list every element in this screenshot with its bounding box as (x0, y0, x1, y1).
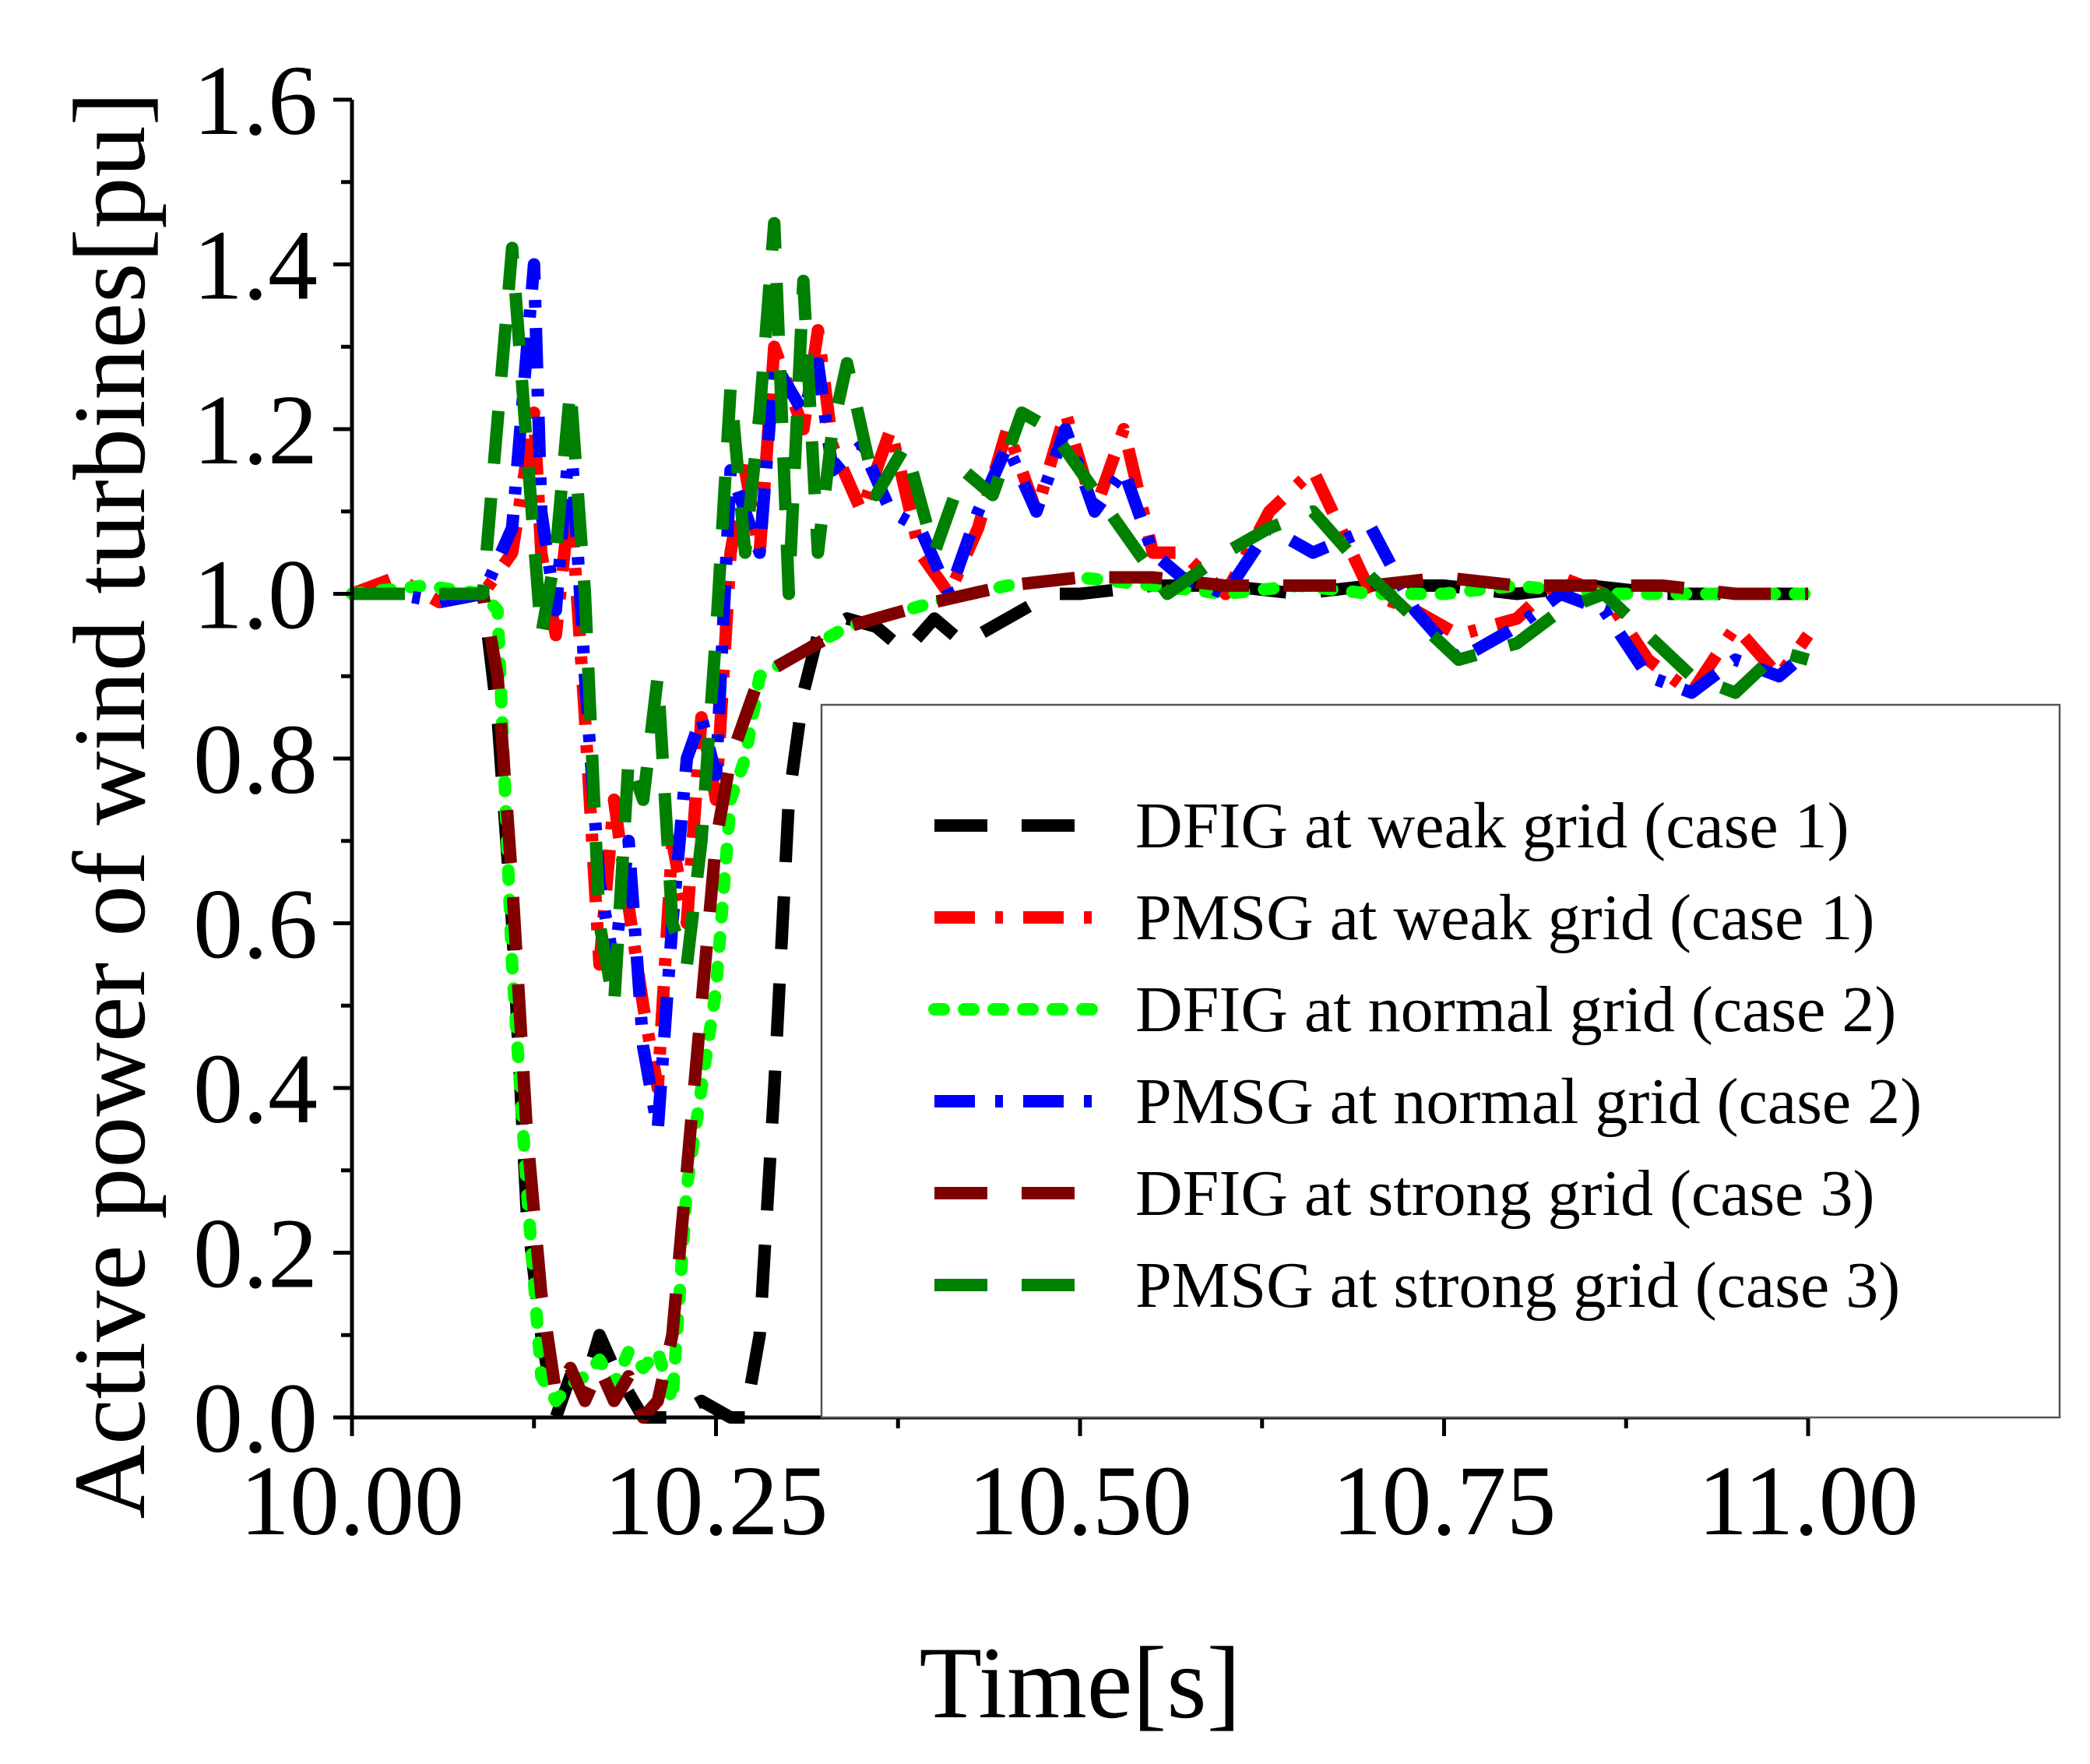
y-tick-label: 0.0 (193, 1363, 318, 1474)
legend-label-6: PMSG at strong grid (case 3) (1135, 1249, 1900, 1322)
y-tick-label: 1.6 (193, 45, 318, 156)
legend: DFIG at weak grid (case 1) PMSG at weak g… (820, 703, 2061, 1419)
legend-label-4: PMSG at normal grid (case 2) (1135, 1065, 1922, 1138)
y-tick-label: 0.2 (193, 1199, 318, 1309)
legend-label-5: DFIG at strong grid (case 3) (1135, 1157, 1874, 1230)
y-tick-label: 1.2 (193, 375, 318, 485)
y-tick-label: 0.6 (193, 869, 318, 980)
series-line-5 (352, 571, 1808, 1424)
x-tick-labels: 10.00 10.25 10.50 10.75 11.00 (240, 1445, 1919, 1556)
y-axis-title: Active power of wind turbines[pu] (52, 92, 167, 1519)
x-axis-title: Time[s] (919, 1625, 1240, 1740)
legend-label-2: PMSG at weak grid (case 1) (1135, 882, 1874, 954)
legend-label-1: DFIG at weak grid (case 1) (1135, 790, 1849, 862)
legend-label-3: DFIG at normal grid (case 2) (1135, 974, 1896, 1046)
x-tick-label: 11.00 (1698, 1445, 1918, 1556)
y-tick-labels: 0.0 0.2 0.4 0.6 0.8 1.0 1.2 1.4 1.6 (193, 45, 318, 1474)
x-tick-label: 10.75 (1332, 1445, 1557, 1556)
y-tick-label: 1.4 (193, 210, 318, 321)
y-tick-label: 0.8 (193, 704, 318, 815)
x-tick-label: 10.25 (604, 1445, 829, 1556)
x-tick-label: 10.50 (968, 1445, 1192, 1556)
tick-marks (333, 97, 1810, 1436)
series-layer (346, 217, 1814, 1424)
y-tick-label: 1.0 (193, 540, 318, 650)
series-line-6 (352, 217, 1810, 1012)
y-tick-label: 0.4 (193, 1033, 318, 1144)
x-tick-label: 10.00 (240, 1445, 464, 1556)
